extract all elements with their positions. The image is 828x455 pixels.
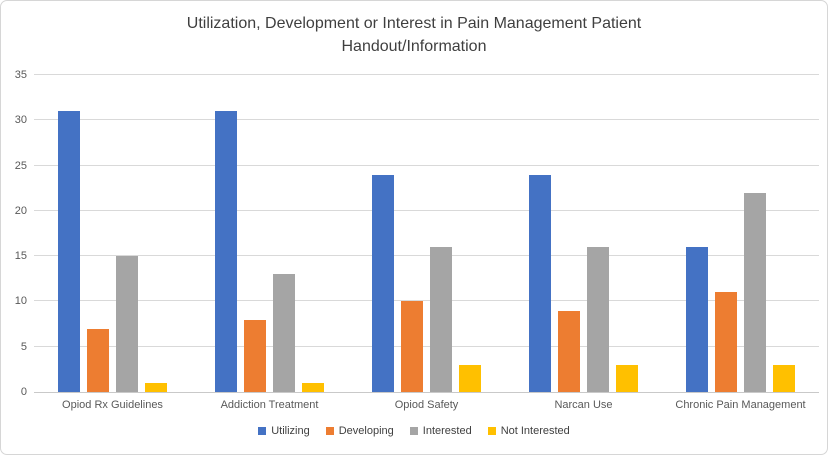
chart-title-line-2: Handout/Information bbox=[341, 38, 487, 55]
legend-item-not-interested: Not Interested bbox=[487, 425, 570, 437]
bar-interested-chronic-pain-management bbox=[744, 192, 766, 392]
y-tick-label-0: 0 bbox=[20, 386, 27, 398]
gridline-20 bbox=[34, 209, 819, 211]
bar-not-interested-opiod-safety bbox=[459, 364, 481, 392]
gridline-5 bbox=[34, 345, 819, 347]
y-tick-label-30: 30 bbox=[14, 114, 27, 127]
x-tick-label-chronic-pain-management: Chronic Pain Management bbox=[675, 399, 806, 411]
bar-group-addiction-treatment bbox=[191, 75, 348, 392]
x-tick-label-opiod-rx-guidelines: Opiod Rx Guidelines bbox=[62, 399, 163, 411]
bar-interested-narcan-use bbox=[587, 247, 609, 392]
bar-utilizing-narcan-use bbox=[529, 174, 551, 392]
x-tick-label-addiction-treatment: Addiction Treatment bbox=[220, 399, 319, 411]
bar-utilizing-chronic-pain-management bbox=[686, 247, 708, 392]
bar-interested-opiod-safety bbox=[430, 247, 452, 392]
bar-interested-addiction-treatment bbox=[273, 274, 295, 392]
bar-developing-chronic-pain-management bbox=[715, 292, 737, 392]
y-tick-label-15: 15 bbox=[14, 250, 27, 263]
chart-title: Utilization, Development or Interest in … bbox=[1, 12, 827, 58]
bar-group-opiod-rx-guidelines bbox=[34, 75, 191, 392]
bar-not-interested-chronic-pain-management bbox=[773, 364, 795, 392]
y-tick-label-35: 35 bbox=[14, 69, 27, 81]
gridline-30 bbox=[34, 119, 819, 121]
bar-developing-opiod-rx-guidelines bbox=[87, 328, 109, 392]
bar-developing-opiod-safety bbox=[401, 301, 423, 392]
bar-group-chronic-pain-management bbox=[662, 75, 819, 392]
gridline-35 bbox=[34, 74, 819, 75]
bar-developing-narcan-use bbox=[558, 310, 580, 392]
gridline-25 bbox=[34, 164, 819, 166]
legend-item-developing: Developing bbox=[325, 425, 394, 437]
gridline-10 bbox=[34, 300, 819, 302]
legend-swatch-interested bbox=[409, 427, 418, 435]
y-tick-label-20: 20 bbox=[14, 204, 27, 217]
y-tick-label-5: 5 bbox=[20, 340, 27, 353]
legend-label-interested: Interested bbox=[422, 425, 472, 437]
bar-not-interested-opiod-rx-guidelines bbox=[145, 382, 167, 392]
legend: Utilizing Developing Interested Not Interes… bbox=[1, 425, 827, 437]
chart-title-line-1: Utilization, Development or Interest in … bbox=[186, 15, 642, 32]
legend-swatch-not-interested bbox=[487, 427, 496, 435]
plot-area bbox=[34, 74, 819, 393]
bar-groups bbox=[34, 75, 819, 392]
x-tick-label-narcan-use: Narcan Use bbox=[554, 399, 613, 411]
bar-group-opiod-safety bbox=[348, 75, 505, 392]
bar-utilizing-addiction-treatment bbox=[215, 111, 237, 392]
y-axis: 0 5 10 15 20 25 30 35 bbox=[1, 69, 27, 398]
y-tick-label-10: 10 bbox=[14, 295, 27, 308]
legend-label-utilizing: Utilizing bbox=[271, 425, 310, 437]
x-tick-label-opiod-safety: Opiod Safety bbox=[394, 399, 459, 411]
bar-not-interested-addiction-treatment bbox=[302, 382, 324, 392]
gridline-15 bbox=[34, 255, 819, 257]
bar-group-narcan-use bbox=[505, 75, 662, 392]
bar-utilizing-opiod-safety bbox=[372, 174, 394, 392]
bar-interested-opiod-rx-guidelines bbox=[116, 256, 138, 392]
bar-developing-addiction-treatment bbox=[244, 319, 266, 392]
legend-item-interested: Interested bbox=[409, 425, 472, 437]
x-axis: Opiod Rx Guidelines Addiction Treatment Op… bbox=[34, 399, 819, 411]
bar-utilizing-opiod-rx-guidelines bbox=[58, 111, 80, 392]
legend-swatch-developing bbox=[325, 427, 334, 435]
y-tick-label-25: 25 bbox=[14, 159, 27, 172]
bar-not-interested-narcan-use bbox=[616, 364, 638, 392]
legend-label-not-interested: Not Interested bbox=[500, 425, 570, 437]
legend-swatch-utilizing bbox=[258, 427, 267, 435]
legend-item-utilizing: Utilizing bbox=[258, 425, 310, 437]
legend-label-developing: Developing bbox=[338, 425, 394, 437]
